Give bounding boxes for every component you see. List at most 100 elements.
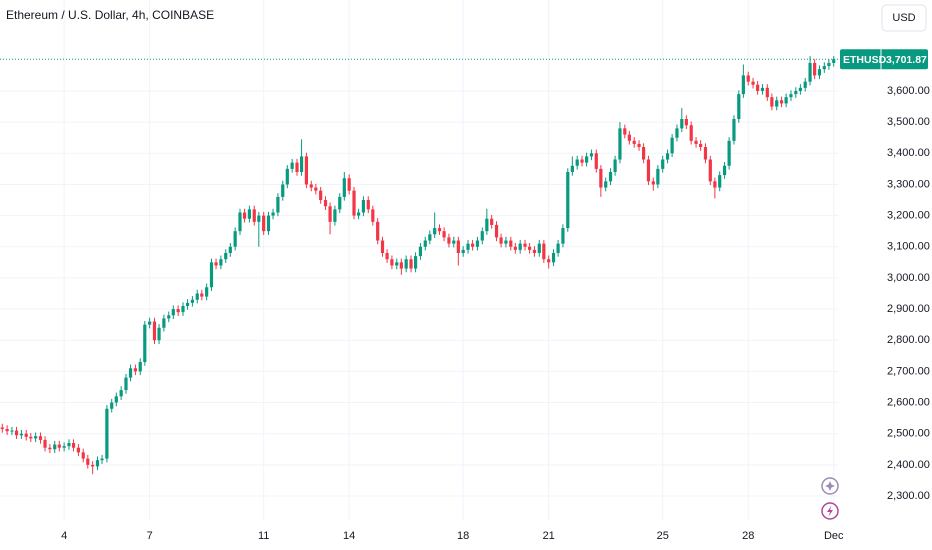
candle-body bbox=[803, 81, 807, 88]
candle-body bbox=[589, 153, 594, 157]
candle-body bbox=[143, 324, 147, 363]
y-tick-label: 2,800.00 bbox=[887, 334, 930, 346]
candle-body bbox=[746, 75, 750, 82]
candle-body bbox=[48, 447, 52, 450]
icon-sparkle-glyph bbox=[825, 481, 835, 491]
candle-body bbox=[575, 159, 579, 166]
candle-body bbox=[470, 243, 475, 247]
candle-body bbox=[499, 237, 503, 244]
candle-body bbox=[24, 433, 28, 437]
candle-body bbox=[114, 396, 118, 403]
candle-body bbox=[299, 156, 304, 172]
y-tick-label: 2,300.00 bbox=[887, 490, 930, 502]
candle-body bbox=[409, 259, 413, 269]
chart-title: Ethereum / U.S. Dollar, 4h, COINBASE bbox=[6, 8, 214, 22]
candle-body bbox=[148, 321, 152, 325]
candle-body bbox=[209, 262, 214, 288]
candle-body bbox=[817, 69, 822, 76]
candle-body bbox=[737, 94, 741, 120]
y-tick-label: 2,700.00 bbox=[887, 365, 930, 377]
candle-body bbox=[770, 97, 774, 107]
candle-body bbox=[399, 262, 403, 269]
candle-body bbox=[314, 187, 318, 191]
candle-body bbox=[594, 153, 598, 169]
candle-body bbox=[585, 156, 589, 163]
candle-body bbox=[428, 234, 432, 241]
candle-body bbox=[437, 228, 442, 232]
candle-body bbox=[452, 240, 456, 244]
candle-body bbox=[380, 240, 385, 253]
currency-label[interactable]: USD bbox=[892, 12, 915, 24]
candle-body bbox=[0, 427, 4, 430]
candle-body bbox=[689, 125, 693, 141]
candle-body bbox=[699, 143, 703, 148]
candle-body bbox=[328, 206, 332, 222]
candle-body bbox=[775, 100, 779, 107]
candle-body bbox=[404, 259, 408, 269]
candle-body bbox=[95, 460, 100, 467]
candle-body bbox=[822, 66, 826, 70]
candle-body bbox=[262, 215, 266, 232]
candle-body bbox=[19, 433, 23, 436]
candle-body bbox=[461, 249, 465, 253]
candle-body bbox=[53, 444, 57, 450]
candle-body bbox=[418, 246, 423, 257]
last-price-badge bbox=[840, 49, 928, 70]
candle-body bbox=[252, 209, 256, 222]
x-tick-label: 25 bbox=[657, 530, 669, 542]
candle-body bbox=[547, 259, 551, 263]
candle-body bbox=[110, 402, 114, 409]
candle-body bbox=[442, 231, 446, 238]
candle-body bbox=[580, 159, 584, 163]
candle-body bbox=[456, 240, 460, 253]
candle-body bbox=[62, 446, 66, 448]
candle-body bbox=[361, 200, 366, 213]
candle-body bbox=[105, 408, 109, 459]
candle-body bbox=[566, 171, 570, 229]
candle-body bbox=[751, 81, 755, 85]
axes: 2,300.00 2,400.00 2,500.00 2,600.00 2,700.00… bbox=[61, 49, 930, 542]
candle-body bbox=[646, 159, 651, 182]
candle-body bbox=[285, 168, 289, 185]
candle-body bbox=[513, 246, 517, 250]
candle-body bbox=[266, 215, 271, 232]
candle-body bbox=[162, 318, 166, 328]
candle-body bbox=[366, 200, 370, 210]
candle-body bbox=[433, 228, 437, 235]
x-tick-label: 7 bbox=[147, 530, 153, 542]
candle-body bbox=[71, 443, 76, 448]
candle-body bbox=[29, 436, 33, 439]
candle-body bbox=[599, 168, 603, 188]
candle-body bbox=[333, 209, 337, 222]
candle-body bbox=[727, 140, 731, 166]
candle-body bbox=[832, 59, 836, 63]
candle-body bbox=[338, 196, 342, 210]
candle-body bbox=[124, 377, 128, 391]
candle-body bbox=[304, 156, 309, 185]
candle-body bbox=[138, 362, 142, 372]
candle-body bbox=[680, 119, 684, 129]
candle-body bbox=[518, 243, 522, 250]
candles bbox=[0, 56, 838, 475]
candle-body bbox=[618, 128, 622, 160]
y-tick-label: 3,100.00 bbox=[887, 241, 930, 253]
currency-button[interactable] bbox=[881, 4, 927, 32]
candle-body bbox=[43, 439, 47, 448]
candle-body bbox=[195, 293, 199, 300]
candle-body bbox=[608, 171, 613, 182]
candle-body bbox=[808, 62, 812, 82]
candle-body bbox=[504, 240, 508, 244]
candle-body bbox=[247, 209, 252, 219]
y-tick-label: 2,400.00 bbox=[887, 459, 930, 471]
candle-body bbox=[385, 252, 389, 260]
candle-body bbox=[642, 147, 646, 160]
candle-body bbox=[76, 447, 80, 453]
candle-body bbox=[271, 212, 275, 216]
candle-body bbox=[684, 119, 688, 126]
candle-body bbox=[190, 299, 194, 303]
y-tick-label: 2,900.00 bbox=[887, 303, 930, 315]
candle-body bbox=[81, 452, 85, 459]
candle-body bbox=[342, 178, 346, 197]
